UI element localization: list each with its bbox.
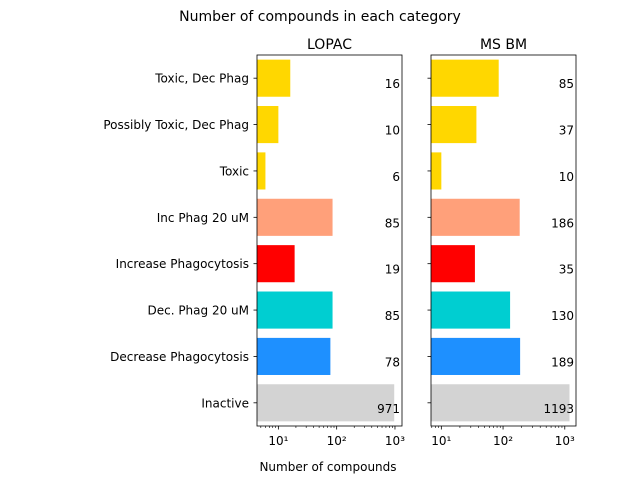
bar	[257, 198, 333, 236]
panel-title: MS BM	[480, 37, 527, 53]
bar	[431, 152, 442, 190]
bar	[431, 337, 521, 375]
bar	[257, 106, 279, 144]
figure-suptitle: Number of compounds in each category	[179, 9, 461, 25]
bar	[257, 291, 333, 329]
bar-value-label: 130	[551, 309, 574, 323]
bar-value-label: 6	[392, 170, 400, 184]
x-tick-label: 10³	[555, 434, 575, 448]
panel-2: 85 37 10 186 35 130 189 1193 MS BM 10¹ 10² 10³	[427, 37, 577, 448]
bar	[431, 245, 475, 283]
x-tick-label: 10²	[493, 434, 513, 448]
bar	[257, 245, 295, 283]
category-label: Toxic, Dec Phag	[154, 72, 249, 86]
bar-value-label: 10	[385, 124, 400, 138]
bar-value-label: 186	[551, 216, 574, 230]
category-label: Inactive	[201, 396, 249, 410]
bar	[257, 59, 291, 97]
bar-value-label: 971	[377, 402, 400, 416]
axes-frame	[430, 54, 577, 427]
bar-value-label: 85	[559, 77, 574, 91]
bar-value-label: 1193	[543, 402, 574, 416]
bar-value-label: 19	[385, 263, 400, 277]
bar-value-label: 10	[559, 170, 574, 184]
bar	[431, 384, 570, 422]
panels: 16 10 6 85 19 85 78 971 LOPAC Toxic, Dec Phag Poss…	[103, 37, 577, 448]
x-axis-label: Number of compounds	[259, 460, 396, 474]
bar-value-label: 16	[385, 77, 400, 91]
bar	[431, 59, 499, 97]
x-tick-label: 10³	[385, 434, 405, 448]
axes-frame	[256, 54, 403, 427]
bar	[431, 106, 477, 144]
bar	[431, 198, 520, 236]
bar-value-label: 85	[385, 216, 400, 230]
panel-1: 16 10 6 85 19 85 78 971 LOPAC Toxic, Dec Phag Poss…	[103, 37, 405, 448]
category-label: Dec. Phag 20 uM	[147, 304, 249, 318]
bar-value-label: 85	[385, 309, 400, 323]
bar	[257, 384, 395, 422]
category-label: Possibly Toxic, Dec Phag	[103, 118, 249, 132]
bar-value-label: 35	[559, 263, 574, 277]
bar-value-label: 189	[551, 355, 574, 369]
category-label: Increase Phagocytosis	[116, 257, 249, 271]
bar-value-label: 37	[559, 124, 574, 138]
panel-title: LOPAC	[307, 37, 352, 53]
x-tick-label: 10¹	[431, 434, 451, 448]
bar	[257, 152, 266, 190]
bar-value-label: 78	[385, 355, 400, 369]
x-tick-label: 10¹	[268, 434, 288, 448]
category-label: Inc Phag 20 uM	[157, 211, 249, 225]
category-label: Decrease Phagocytosis	[110, 350, 249, 364]
x-tick-label: 10²	[327, 434, 347, 448]
bar	[257, 337, 331, 375]
bar	[431, 291, 511, 329]
category-label: Toxic	[219, 164, 249, 178]
